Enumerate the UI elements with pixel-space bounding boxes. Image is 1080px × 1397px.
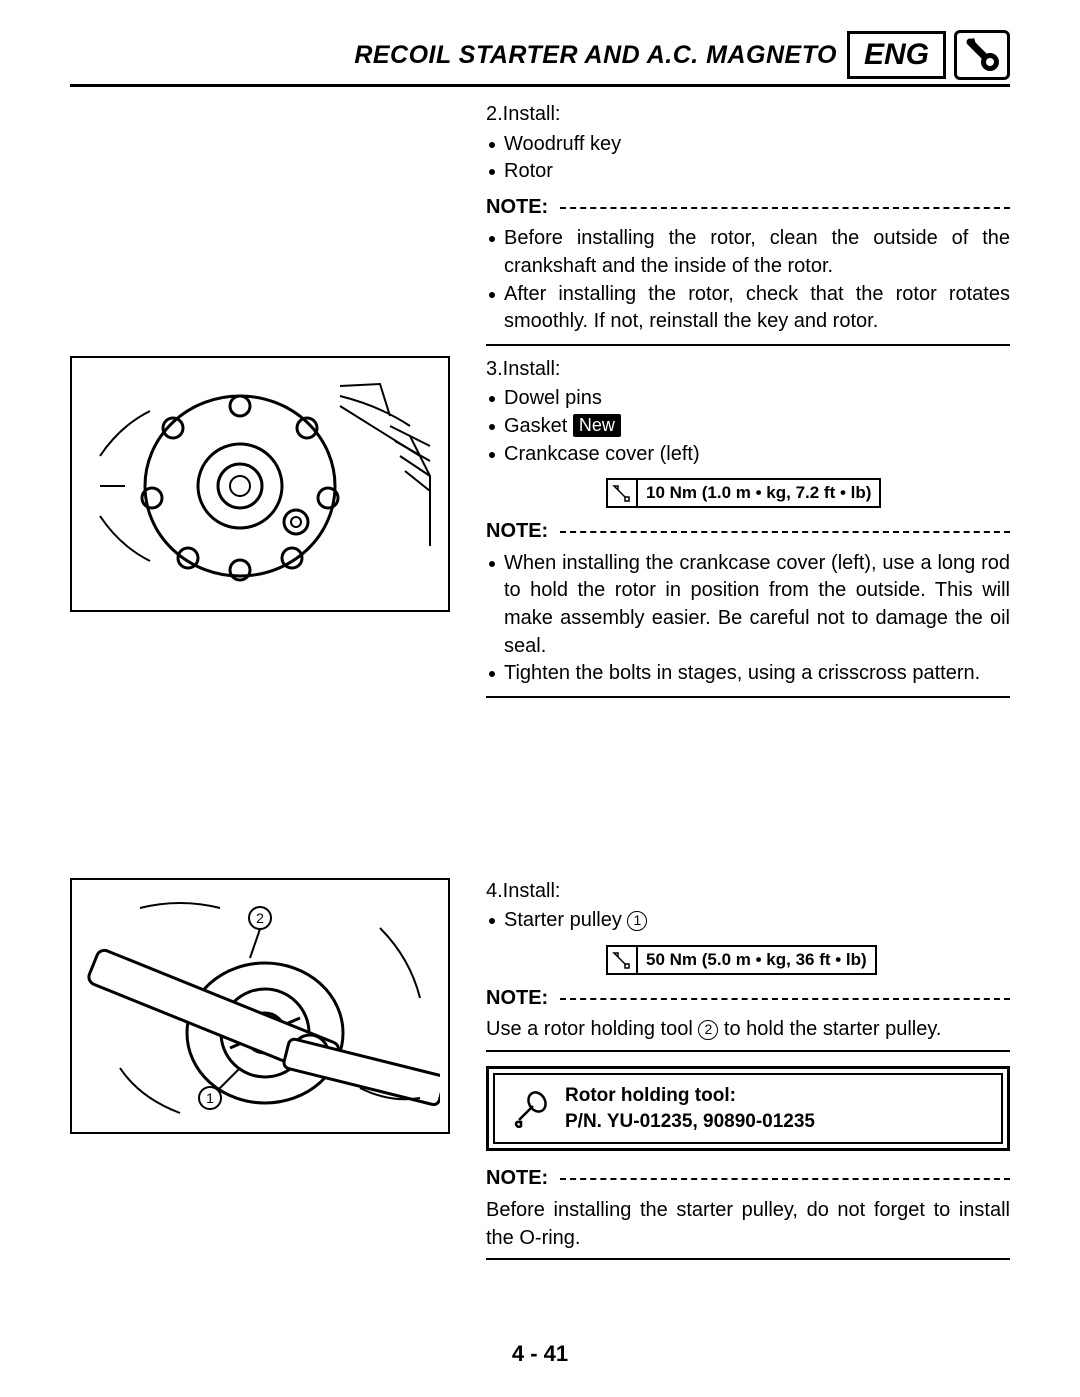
torque-spec: 10 Nm (1.0 m • kg, 7.2 ft • lb) [606, 478, 881, 508]
step-4-row: 2 1 4.Install: Starter pulley 1 [70, 878, 1010, 1270]
page-content: 2.Install: Woodruff key Rotor NOTE: Befo… [70, 101, 1010, 1270]
crankcase-diagram [70, 356, 450, 612]
section-title: RECOIL STARTER AND A.C. MAGNETO [354, 41, 837, 70]
step3-heading: 3.Install: [486, 356, 1010, 384]
divider [486, 344, 1010, 346]
list-item: Tighten the bolts in stages, using a cri… [486, 660, 1010, 688]
new-tag: New [573, 414, 621, 437]
note-header: NOTE: [486, 985, 1010, 1013]
note2-text: Before installing the starter pulley, do… [486, 1197, 1010, 1252]
callout-2: 2 [698, 1020, 718, 1040]
tool-partnumber: P/N. YU-01235, 90890-01235 [565, 1109, 815, 1135]
note-header: NOTE: [486, 518, 1010, 546]
note-header: NOTE: [486, 1165, 1010, 1193]
tool-callout: Rotor holding tool: P/N. YU-01235, 90890… [486, 1066, 1010, 1151]
step4-heading: 4.Install: [486, 878, 1010, 906]
callout-1: 1 [627, 911, 647, 931]
note1-text: Use a rotor holding tool 2 to hold the s… [486, 1016, 1010, 1044]
torque-icon [608, 947, 638, 973]
page-number: 4 - 41 [0, 1341, 1080, 1367]
step2-items: Woodruff key Rotor [486, 131, 1010, 186]
step3-note-items: When installing the crankcase cover (lef… [486, 550, 1010, 688]
torque-spec: 50 Nm (5.0 m • kg, 36 ft • lb) [606, 945, 877, 975]
divider [486, 1258, 1010, 1260]
tool-text: Rotor holding tool: P/N. YU-01235, 90890… [565, 1083, 815, 1134]
step-3-row: 3.Install: Dowel pins Gasket New Crankca… [70, 356, 1010, 708]
svg-text:2: 2 [256, 910, 264, 926]
tool-icon [509, 1088, 551, 1130]
step2-note-items: Before installing the rotor, clean the o… [486, 225, 1010, 335]
list-item: Starter pulley 1 [486, 907, 1010, 935]
note-header: NOTE: [486, 194, 1010, 222]
list-item: Before installing the rotor, clean the o… [486, 225, 1010, 280]
list-item: After installing the rotor, check that t… [486, 281, 1010, 336]
page-header: RECOIL STARTER AND A.C. MAGNETO ENG [70, 30, 1010, 87]
chapter-tag: ENG [847, 31, 946, 79]
step4-items: Starter pulley 1 [486, 907, 1010, 935]
tool-callout-inner: Rotor holding tool: P/N. YU-01235, 90890… [493, 1073, 1003, 1144]
list-item: Woodruff key [486, 131, 1010, 159]
torque-icon [608, 480, 638, 506]
tool-title: Rotor holding tool: [565, 1083, 815, 1109]
torque-value: 50 Nm (5.0 m • kg, 36 ft • lb) [638, 947, 875, 972]
list-item: Crankcase cover (left) [486, 441, 1010, 469]
note-text-after: to hold the starter pulley. [718, 1018, 941, 1040]
note-label: NOTE: [486, 985, 556, 1013]
step2-heading: 2.Install: [486, 101, 1010, 129]
step-2-row: 2.Install: Woodruff key Rotor NOTE: Befo… [70, 101, 1010, 356]
step3-items: Dowel pins Gasket New Crankcase cover (l… [486, 385, 1010, 468]
engine-icon [954, 30, 1010, 80]
torque-value: 10 Nm (1.0 m • kg, 7.2 ft • lb) [638, 480, 879, 505]
pulley-label: Starter pulley [504, 909, 622, 931]
list-item: Dowel pins [486, 385, 1010, 413]
starter-pulley-diagram: 2 1 [70, 878, 450, 1134]
list-item: Gasket New [486, 413, 1010, 441]
divider [486, 1050, 1010, 1052]
note-label: NOTE: [486, 194, 556, 222]
list-item: When installing the crankcase cover (lef… [486, 550, 1010, 660]
svg-text:1: 1 [206, 1090, 214, 1106]
divider [486, 696, 1010, 698]
note-text-before: Use a rotor holding tool [486, 1018, 698, 1040]
note-label: NOTE: [486, 518, 556, 546]
gasket-label: Gasket [504, 415, 567, 437]
list-item: Rotor [486, 158, 1010, 186]
note-label: NOTE: [486, 1165, 556, 1193]
